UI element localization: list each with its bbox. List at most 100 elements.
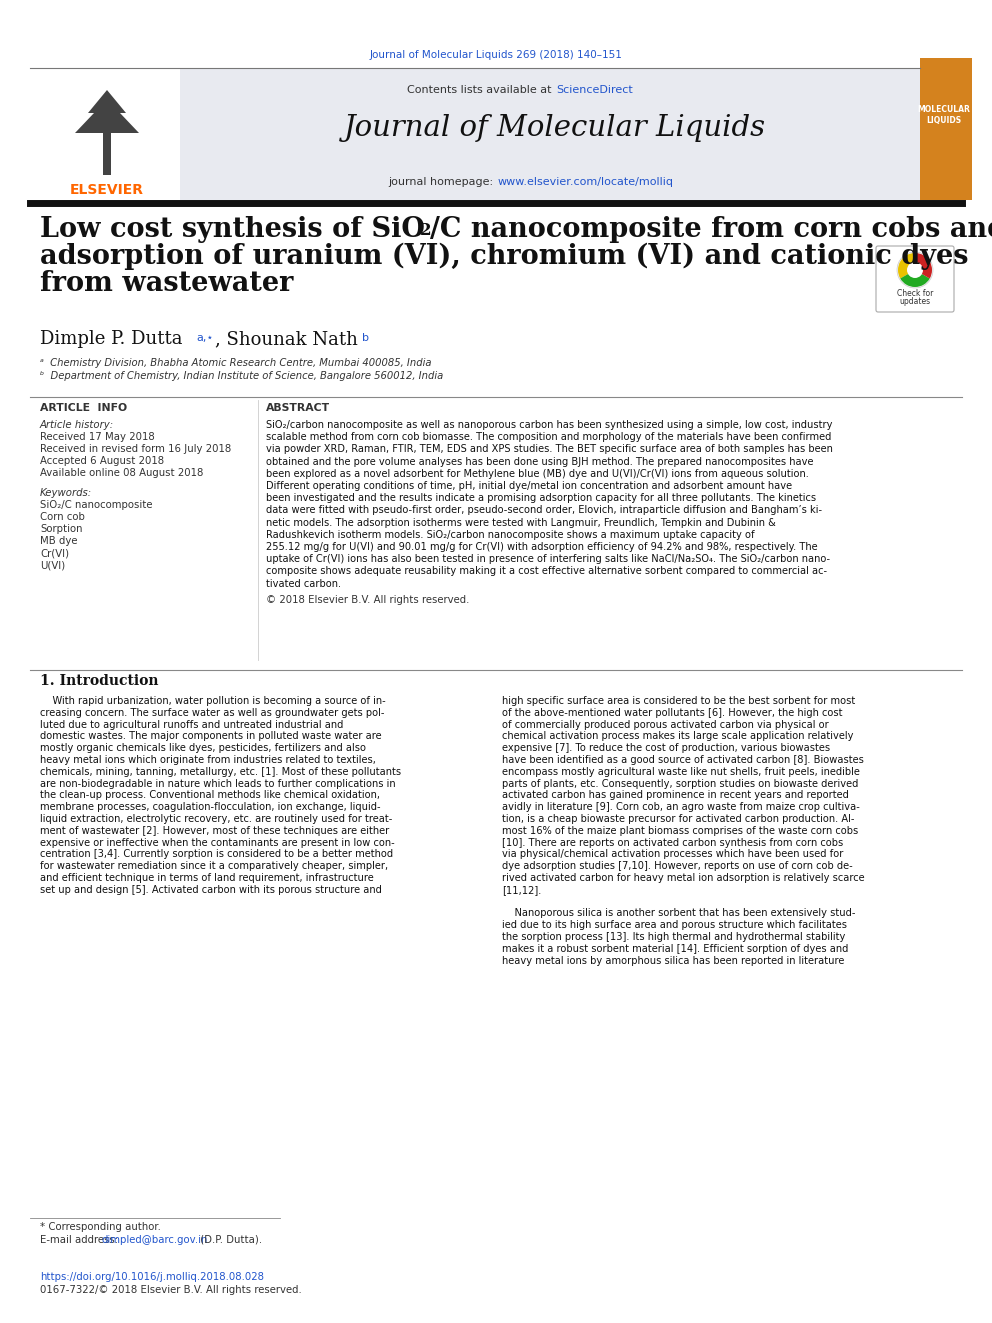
Text: of the above-mentioned water pollutants [6]. However, the high cost: of the above-mentioned water pollutants … <box>502 708 842 718</box>
Text: * Corresponding author.: * Corresponding author. <box>40 1222 161 1232</box>
Text: ScienceDirect: ScienceDirect <box>556 85 633 95</box>
Text: Check for: Check for <box>897 290 933 299</box>
Text: MOLECULAR
LIQUIDS: MOLECULAR LIQUIDS <box>918 105 970 126</box>
Text: Sorption: Sorption <box>40 524 82 534</box>
Text: Journal of Molecular Liquids: Journal of Molecular Liquids <box>344 114 766 142</box>
Text: creasing concern. The surface water as well as groundwater gets pol-: creasing concern. The surface water as w… <box>40 708 385 718</box>
Text: Accepted 6 August 2018: Accepted 6 August 2018 <box>40 456 164 466</box>
Text: tion, is a cheap biowaste precursor for activated carbon production. Al-: tion, is a cheap biowaste precursor for … <box>502 814 854 824</box>
Text: Cr(VI): Cr(VI) <box>40 548 69 558</box>
Text: With rapid urbanization, water pollution is becoming a source of in-: With rapid urbanization, water pollution… <box>40 696 386 706</box>
Text: Received 17 May 2018: Received 17 May 2018 <box>40 433 155 442</box>
Text: Different operating conditions of time, pH, initial dye/metal ion concentration : Different operating conditions of time, … <box>266 482 793 491</box>
FancyBboxPatch shape <box>876 246 954 312</box>
Text: obtained and the pore volume analyses has been done using BJH method. The prepar: obtained and the pore volume analyses ha… <box>266 456 813 467</box>
Bar <box>42 85 172 185</box>
Text: for wastewater remediation since it a comparatively cheaper, simpler,: for wastewater remediation since it a co… <box>40 861 388 872</box>
Text: expensive [7]. To reduce the cost of production, various biowastes: expensive [7]. To reduce the cost of pro… <box>502 744 830 753</box>
Text: adsorption of uranium (VI), chromium (VI) and cationic dyes: adsorption of uranium (VI), chromium (VI… <box>40 242 968 270</box>
Text: makes it a robust sorbent material [14]. Efficient sorption of dyes and: makes it a robust sorbent material [14].… <box>502 943 848 954</box>
Text: membrane processes, coagulation-flocculation, ion exchange, liquid-: membrane processes, coagulation-floccula… <box>40 802 381 812</box>
Text: [11,12].: [11,12]. <box>502 885 542 894</box>
Text: high specific surface area is considered to be the best sorbent for most: high specific surface area is considered… <box>502 696 855 706</box>
Text: domestic wastes. The major components in polluted waste water are: domestic wastes. The major components in… <box>40 732 382 741</box>
Text: https://doi.org/10.1016/j.molliq.2018.08.028: https://doi.org/10.1016/j.molliq.2018.08… <box>40 1271 264 1282</box>
Text: Corn cob: Corn cob <box>40 512 85 523</box>
Text: updates: updates <box>900 298 930 307</box>
Bar <box>180 67 920 200</box>
Text: ment of wastewater [2]. However, most of these techniques are either: ment of wastewater [2]. However, most of… <box>40 826 389 836</box>
Text: 1. Introduction: 1. Introduction <box>40 673 159 688</box>
Text: © 2018 Elsevier B.V. All rights reserved.: © 2018 Elsevier B.V. All rights reserved… <box>266 595 469 605</box>
Text: heavy metal ions which originate from industries related to textiles,: heavy metal ions which originate from in… <box>40 755 376 765</box>
Text: dye adsorption studies [7,10]. However, reports on use of corn cob de-: dye adsorption studies [7,10]. However, … <box>502 861 853 872</box>
Text: Received in revised form 16 July 2018: Received in revised form 16 July 2018 <box>40 445 231 454</box>
Text: ᵇ  Department of Chemistry, Indian Institute of Science, Bangalore 560012, India: ᵇ Department of Chemistry, Indian Instit… <box>40 370 443 381</box>
Text: b: b <box>362 333 369 343</box>
Text: been explored as a novel adsorbent for Methylene blue (MB) dye and U(VI)/Cr(VI) : been explored as a novel adsorbent for M… <box>266 468 808 479</box>
Polygon shape <box>75 90 139 134</box>
Text: data were fitted with pseudo-first order, pseudo-second order, Elovich, intrapar: data were fitted with pseudo-first order… <box>266 505 822 516</box>
Text: been investigated and the results indicate a promising adsorption capacity for a: been investigated and the results indica… <box>266 493 816 503</box>
Text: SiO₂/carbon nanocomposite as well as nanoporous carbon has been synthesized usin: SiO₂/carbon nanocomposite as well as nan… <box>266 419 832 430</box>
Circle shape <box>897 251 933 288</box>
Text: via physical/chemical activation processes which have been used for: via physical/chemical activation process… <box>502 849 843 860</box>
Text: 255.12 mg/g for U(VI) and 90.01 mg/g for Cr(VI) with adsorption efficiency of 94: 255.12 mg/g for U(VI) and 90.01 mg/g for… <box>266 542 817 552</box>
Bar <box>30 67 180 200</box>
Text: Dimple P. Dutta: Dimple P. Dutta <box>40 329 183 348</box>
Text: Article history:: Article history: <box>40 419 114 430</box>
Wedge shape <box>901 270 930 287</box>
Text: luted due to agricultural runoffs and untreated industrial and: luted due to agricultural runoffs and un… <box>40 720 343 729</box>
Text: avidly in literature [9]. Corn cob, an agro waste from maize crop cultiva-: avidly in literature [9]. Corn cob, an a… <box>502 802 860 812</box>
Text: set up and design [5]. Activated carbon with its porous structure and: set up and design [5]. Activated carbon … <box>40 885 382 894</box>
Text: Low cost synthesis of SiO: Low cost synthesis of SiO <box>40 216 425 243</box>
Circle shape <box>907 262 923 278</box>
Text: 2: 2 <box>420 222 432 239</box>
Text: , Shounak Nath: , Shounak Nath <box>215 329 358 348</box>
Text: a,⋆: a,⋆ <box>196 333 213 343</box>
Text: composite shows adequate reusability making it a cost effective alternative sorb: composite shows adequate reusability mak… <box>266 566 827 577</box>
Text: of commercially produced porous activated carbon via physical or: of commercially produced porous activate… <box>502 720 828 729</box>
Text: rived activated carbon for heavy metal ion adsorption is relatively scarce: rived activated carbon for heavy metal i… <box>502 873 865 882</box>
Text: SiO₂/C nanocomposite: SiO₂/C nanocomposite <box>40 500 153 509</box>
Text: uptake of Cr(VI) ions has also been tested in presence of interfering salts like: uptake of Cr(VI) ions has also been test… <box>266 554 830 564</box>
Text: 0167-7322/© 2018 Elsevier B.V. All rights reserved.: 0167-7322/© 2018 Elsevier B.V. All right… <box>40 1285 302 1295</box>
Text: centration [3,4]. Currently sorption is considered to be a better method: centration [3,4]. Currently sorption is … <box>40 849 393 860</box>
Text: activated carbon has gained prominence in recent years and reported: activated carbon has gained prominence i… <box>502 790 849 800</box>
Text: ᵃ  Chemistry Division, Bhabha Atomic Research Centre, Mumbai 400085, India: ᵃ Chemistry Division, Bhabha Atomic Rese… <box>40 359 432 368</box>
Text: Journal of Molecular Liquids 269 (2018) 140–151: Journal of Molecular Liquids 269 (2018) … <box>370 50 622 60</box>
Text: MB dye: MB dye <box>40 536 77 546</box>
Text: ied due to its high surface area and porous structure which facilitates: ied due to its high surface area and por… <box>502 921 847 930</box>
Text: chemicals, mining, tanning, metallurgy, etc. [1]. Most of these pollutants: chemicals, mining, tanning, metallurgy, … <box>40 767 401 777</box>
Bar <box>103 134 111 175</box>
Text: tivated carbon.: tivated carbon. <box>266 578 341 589</box>
Wedge shape <box>898 253 915 279</box>
Text: are non-biodegradable in nature which leads to further complications in: are non-biodegradable in nature which le… <box>40 779 396 789</box>
Text: have been identified as a good source of activated carbon [8]. Biowastes: have been identified as a good source of… <box>502 755 864 765</box>
Text: liquid extraction, electrolytic recovery, etc. are routinely used for treat-: liquid extraction, electrolytic recovery… <box>40 814 393 824</box>
Wedge shape <box>915 253 932 279</box>
Text: mostly organic chemicals like dyes, pesticides, fertilizers and also: mostly organic chemicals like dyes, pest… <box>40 744 366 753</box>
Text: www.elsevier.com/locate/molliq: www.elsevier.com/locate/molliq <box>498 177 674 187</box>
Text: chemical activation process makes its large scale application relatively: chemical activation process makes its la… <box>502 732 853 741</box>
Text: ABSTRACT: ABSTRACT <box>266 404 330 413</box>
Text: journal homepage:: journal homepage: <box>389 177 497 187</box>
Text: [10]. There are reports on activated carbon synthesis from corn cobs: [10]. There are reports on activated car… <box>502 837 843 848</box>
Text: netic models. The adsorption isotherms were tested with Langmuir, Freundlich, Te: netic models. The adsorption isotherms w… <box>266 517 776 528</box>
Text: dimpled@barc.gov.in: dimpled@barc.gov.in <box>102 1234 208 1245</box>
Text: heavy metal ions by amorphous silica has been reported in literature: heavy metal ions by amorphous silica has… <box>502 955 844 966</box>
Text: Available online 08 August 2018: Available online 08 August 2018 <box>40 468 203 478</box>
Text: parts of plants, etc. Consequently, sorption studies on biowaste derived: parts of plants, etc. Consequently, sorp… <box>502 779 858 789</box>
Text: encompass mostly agricultural waste like nut shells, fruit peels, inedible: encompass mostly agricultural waste like… <box>502 767 860 777</box>
Text: expensive or ineffective when the contaminants are present in low con-: expensive or ineffective when the contam… <box>40 837 395 848</box>
Text: Radushkevich isotherm models. SiO₂/carbon nanocomposite shows a maximum uptake c: Radushkevich isotherm models. SiO₂/carbo… <box>266 529 755 540</box>
Text: the sorption process [13]. Its high thermal and hydrothermal stability: the sorption process [13]. Its high ther… <box>502 931 845 942</box>
Text: U(VI): U(VI) <box>40 560 65 570</box>
Text: from wastewater: from wastewater <box>40 270 294 296</box>
Text: /C nanocomposite from corn cobs and its: /C nanocomposite from corn cobs and its <box>430 216 992 243</box>
Text: the clean-up process. Conventional methods like chemical oxidation,: the clean-up process. Conventional metho… <box>40 790 380 800</box>
Bar <box>920 58 972 67</box>
Text: scalable method from corn cob biomasse. The composition and morphology of the ma: scalable method from corn cob biomasse. … <box>266 433 831 442</box>
Text: E-mail address:: E-mail address: <box>40 1234 121 1245</box>
Text: via powder XRD, Raman, FTIR, TEM, EDS and XPS studies. The BET specific surface : via powder XRD, Raman, FTIR, TEM, EDS an… <box>266 445 833 454</box>
